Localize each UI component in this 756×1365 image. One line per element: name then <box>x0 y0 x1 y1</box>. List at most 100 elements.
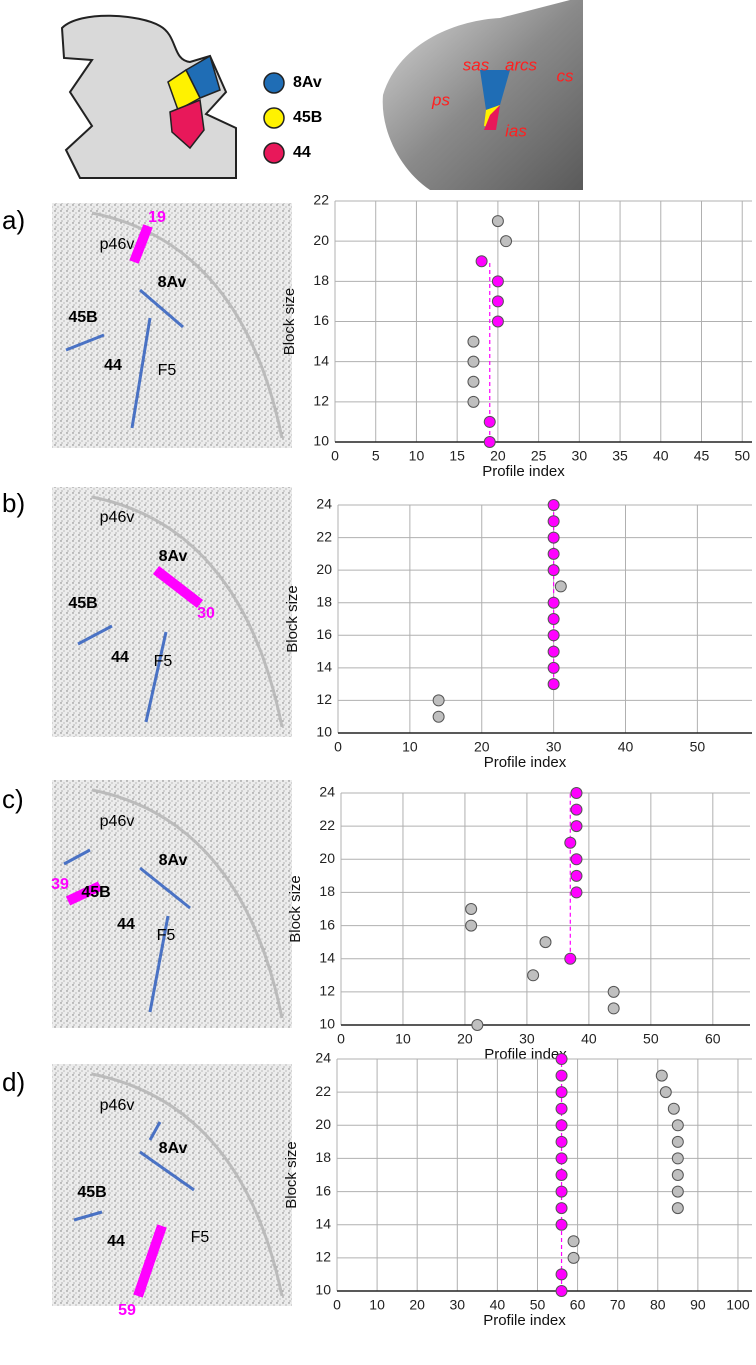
area-label: 45B <box>68 595 97 612</box>
point <box>555 1285 568 1297</box>
area-label: 45B <box>68 309 97 326</box>
brain-surface <box>382 0 583 190</box>
area-border <box>65 333 105 352</box>
profile-bar <box>65 881 103 906</box>
x-tick-label: 40 <box>490 1297 506 1313</box>
point <box>491 275 504 288</box>
tissue-edge <box>91 788 284 1019</box>
y-tick-label: 16 <box>319 916 335 932</box>
point <box>432 710 445 723</box>
x-tick-label: 50 <box>530 1297 546 1313</box>
point <box>659 1086 672 1099</box>
point <box>555 1086 568 1099</box>
area-label: F5 <box>191 1229 210 1246</box>
point <box>555 1185 568 1198</box>
y-tick-label: 22 <box>319 817 335 833</box>
area-45b <box>167 68 201 112</box>
point <box>671 1152 684 1165</box>
point <box>555 1053 568 1065</box>
area-label: 45B <box>77 1184 106 1201</box>
panel-letter: c) <box>2 784 24 814</box>
legend-swatch <box>263 107 285 129</box>
x-tick-label: 0 <box>334 739 342 755</box>
point <box>465 919 478 932</box>
point <box>500 235 513 248</box>
area-label: 44 <box>104 357 122 374</box>
x-tick-label: 0 <box>331 448 339 464</box>
area-border <box>63 848 91 866</box>
point <box>547 564 560 577</box>
area-border <box>73 1210 103 1222</box>
y-tick-label: 16 <box>313 312 329 328</box>
x-axis-title: Profile index <box>484 754 567 771</box>
x-tick-label: 90 <box>690 1297 706 1313</box>
point <box>547 613 560 625</box>
y-tick-label: 10 <box>313 433 329 449</box>
area-label: F5 <box>158 362 177 379</box>
area-border <box>148 1121 162 1141</box>
x-tick-label: 30 <box>519 1031 535 1047</box>
point <box>547 629 560 642</box>
point <box>547 678 560 691</box>
y-tick-label: 24 <box>319 784 335 800</box>
area-border <box>139 866 191 910</box>
point <box>547 547 560 560</box>
point <box>671 1119 684 1132</box>
area-label: 44 <box>107 1233 125 1250</box>
point <box>567 1251 580 1264</box>
point <box>491 315 504 328</box>
x-tick-label: 40 <box>653 448 669 464</box>
x-tick-label: 20 <box>457 1031 473 1047</box>
point <box>555 1218 568 1231</box>
brain-label: ps <box>431 90 450 109</box>
point <box>555 1268 568 1281</box>
point <box>564 836 577 849</box>
point <box>671 1185 684 1198</box>
y-tick-label: 16 <box>316 626 332 642</box>
point <box>567 1235 580 1248</box>
area-label: F5 <box>154 653 173 670</box>
point <box>555 1102 568 1115</box>
point <box>467 375 480 388</box>
point <box>555 1152 568 1165</box>
x-tick-label: 10 <box>409 448 425 464</box>
point <box>555 1119 568 1132</box>
point <box>555 1202 568 1215</box>
y-axis-title: Block size <box>281 288 298 356</box>
profile-number: 39 <box>51 876 69 893</box>
y-tick-label: 20 <box>315 1116 331 1132</box>
area-label: 44 <box>117 916 135 933</box>
y-axis-title: Block size <box>287 875 304 943</box>
y-tick-label: 20 <box>316 561 332 577</box>
area-border <box>130 317 152 429</box>
area-border <box>139 288 184 329</box>
point <box>465 903 478 915</box>
point <box>607 1002 620 1015</box>
y-tick-label: 12 <box>319 983 335 999</box>
y-tick-label: 14 <box>319 949 335 965</box>
x-tick-label: 40 <box>581 1031 597 1047</box>
x-tick-label: 100 <box>726 1297 750 1313</box>
point <box>547 596 560 609</box>
tissue-edge <box>91 1072 284 1297</box>
point <box>432 694 445 707</box>
point <box>555 1135 568 1148</box>
point <box>483 436 496 448</box>
area-border <box>148 915 170 1013</box>
point <box>547 515 560 528</box>
point <box>607 985 620 998</box>
point <box>471 1019 484 1031</box>
point <box>491 215 504 228</box>
area-label: F5 <box>157 927 176 944</box>
area-label: p46v <box>100 1097 135 1114</box>
x-tick-label: 80 <box>650 1297 666 1313</box>
point <box>555 1069 568 1082</box>
x-tick-label: 10 <box>369 1297 385 1313</box>
x-tick-label: 5 <box>372 448 380 464</box>
point <box>671 1169 684 1181</box>
histology-image <box>52 1064 292 1306</box>
point <box>555 1169 568 1181</box>
point <box>547 645 560 658</box>
x-tick-label: 30 <box>546 739 562 755</box>
